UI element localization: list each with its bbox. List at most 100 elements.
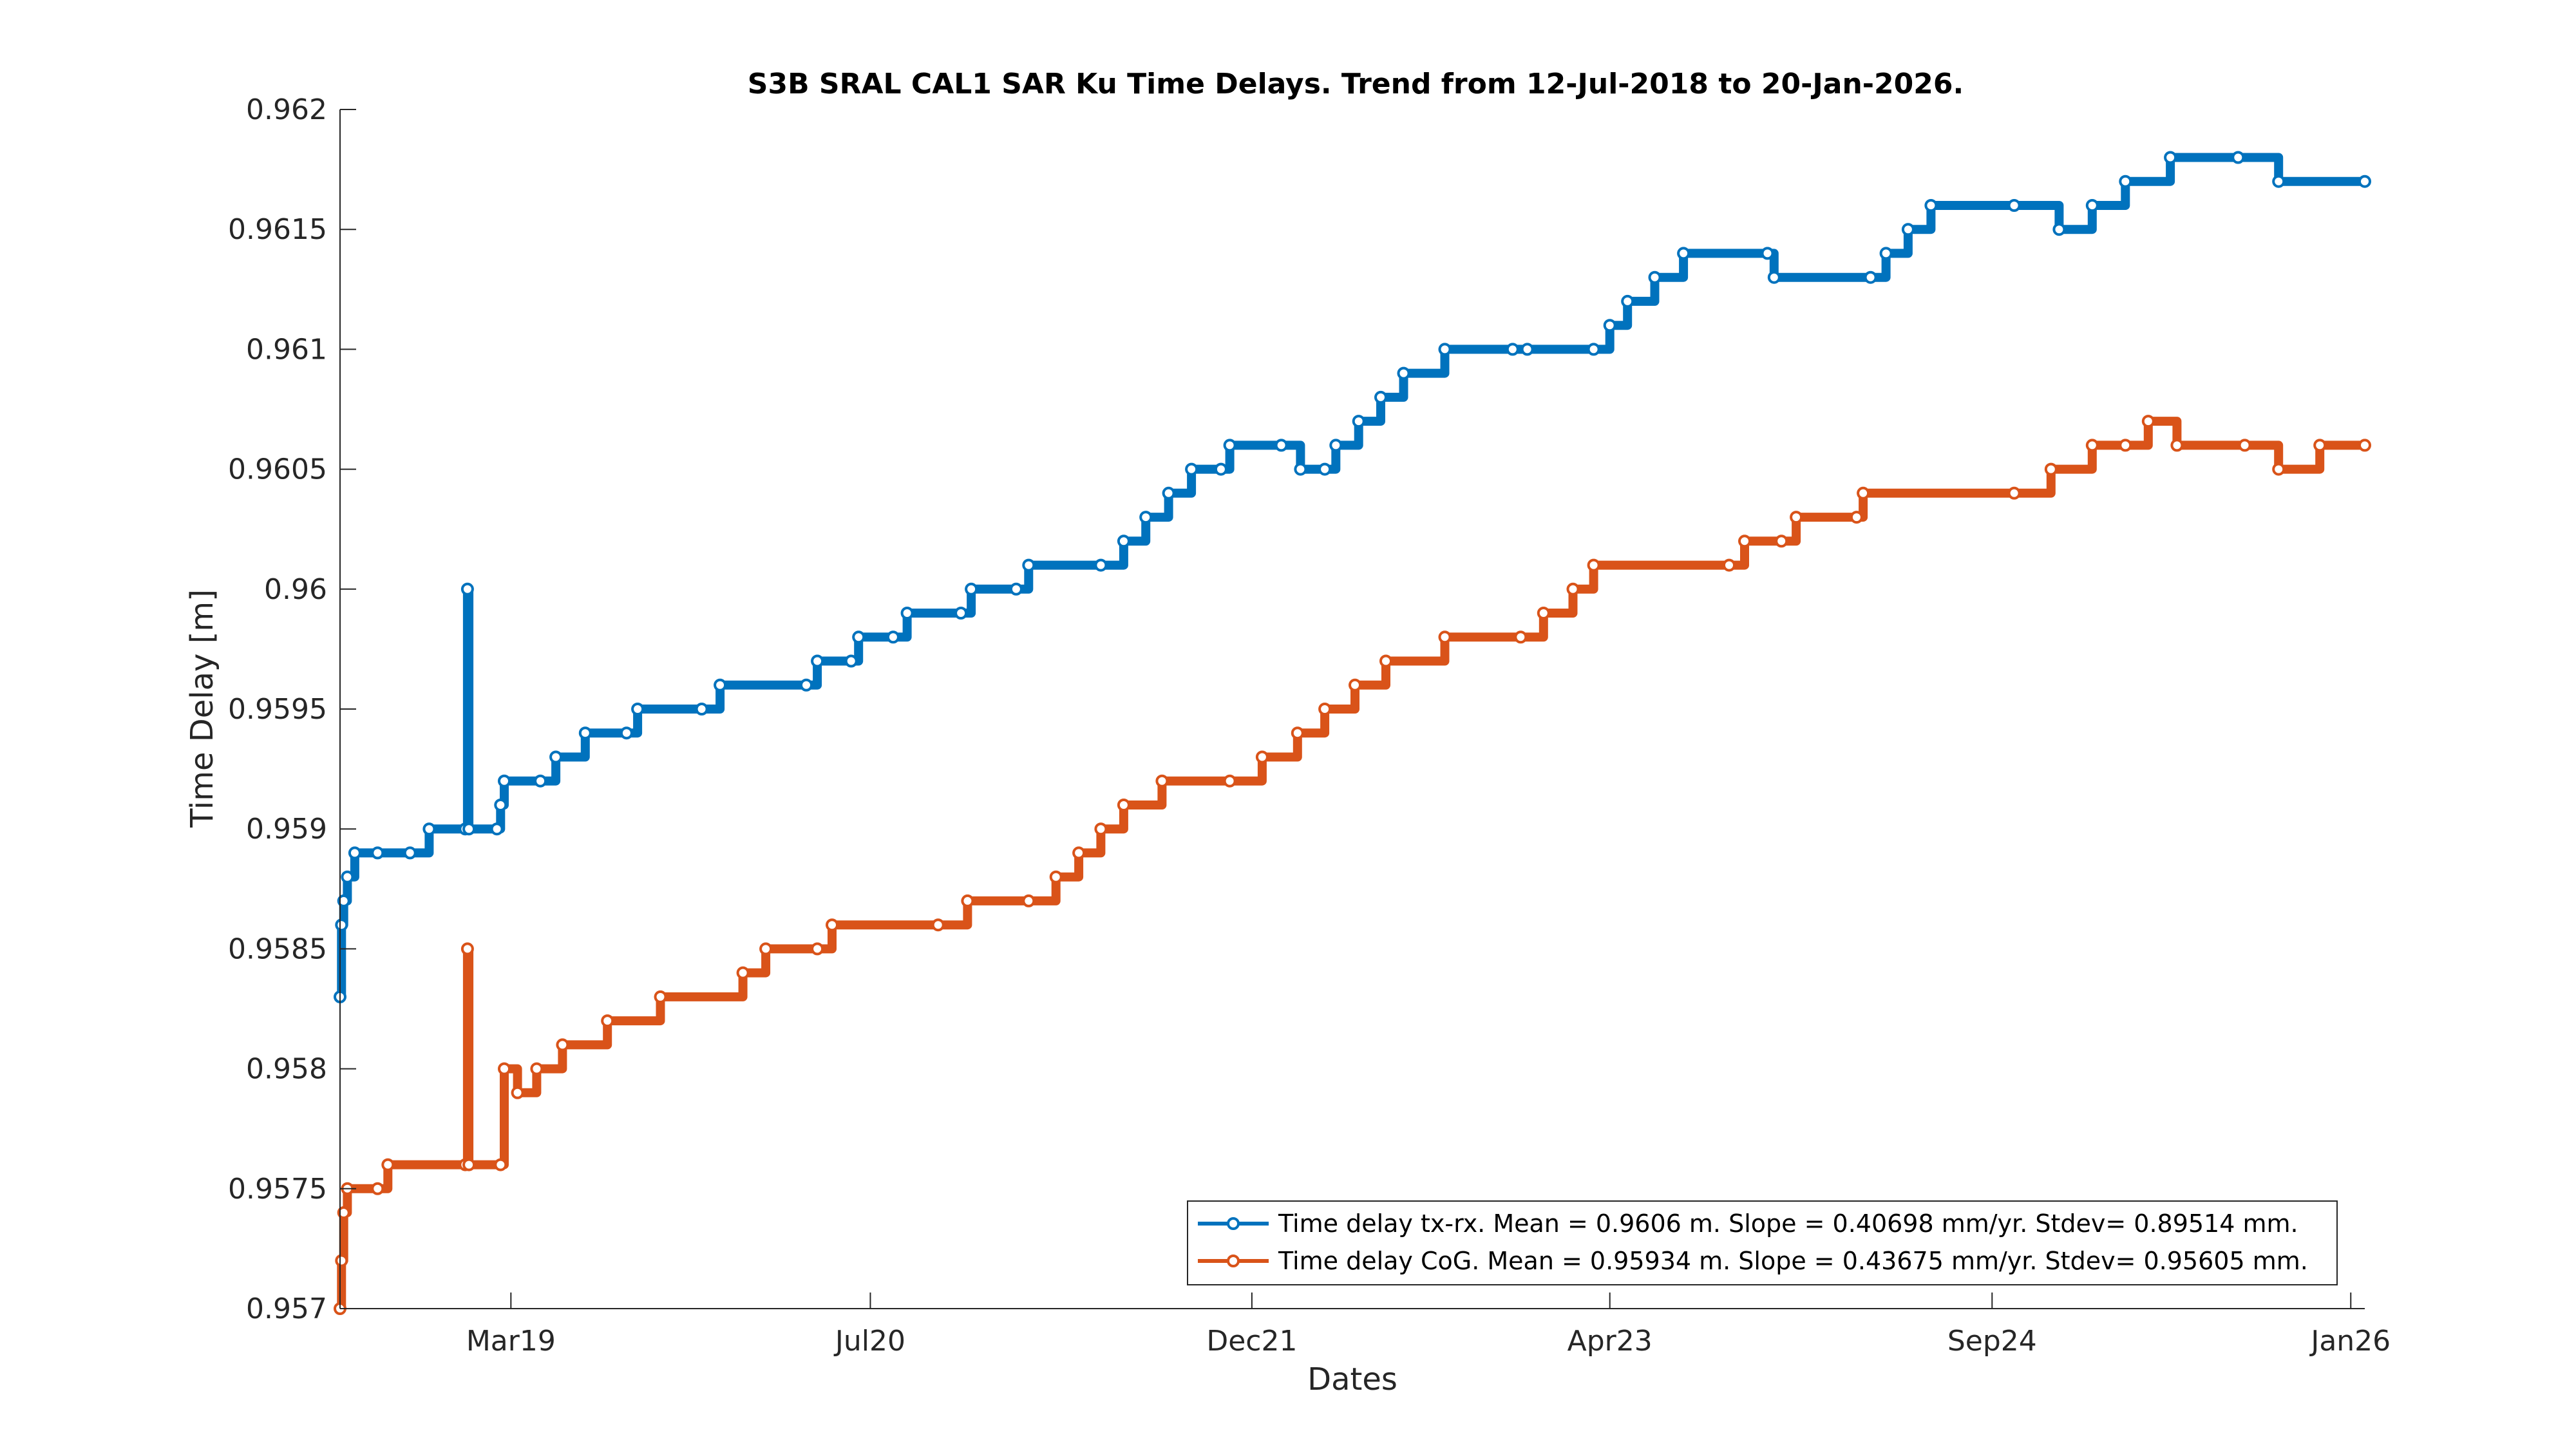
data-point	[1603, 319, 1616, 332]
data-point	[1329, 439, 1343, 452]
data-point	[1162, 486, 1175, 500]
data-point	[337, 894, 350, 907]
data-point	[1294, 462, 1307, 476]
data-point	[1587, 343, 1600, 356]
data-point	[1767, 270, 1781, 284]
data-point	[954, 607, 968, 620]
data-point	[1566, 582, 1580, 596]
data-point	[549, 750, 563, 764]
data-point	[1514, 630, 1528, 644]
data-point	[2170, 439, 2184, 452]
data-point	[348, 846, 361, 860]
data-point	[1677, 247, 1690, 260]
data-point	[961, 894, 974, 907]
data-point	[1761, 247, 1774, 260]
data-point	[2358, 175, 2371, 188]
data-point	[494, 799, 507, 811]
data-point	[2052, 223, 2066, 236]
data-point	[1879, 247, 1893, 260]
data-point	[498, 1062, 511, 1075]
data-point	[2141, 415, 2155, 428]
y-tick-label: 0.962	[246, 93, 327, 126]
x-tick-label: Mar19	[466, 1325, 556, 1358]
data-point	[1255, 750, 1269, 764]
data-point	[2007, 199, 2021, 212]
data-point	[1352, 415, 1365, 428]
data-point	[422, 822, 436, 836]
legend-marker	[1227, 1217, 1240, 1230]
x-tick-label: Sep24	[1947, 1325, 2037, 1358]
data-point	[511, 1086, 524, 1099]
data-point	[759, 942, 773, 956]
y-tick-label: 0.9615	[228, 213, 327, 246]
data-point	[371, 846, 384, 860]
data-point	[1022, 558, 1036, 572]
data-point	[335, 918, 348, 932]
y-tick-label: 0.9575	[228, 1173, 327, 1206]
data-point	[2007, 486, 2021, 500]
data-point	[1438, 630, 1452, 644]
data-point	[844, 654, 858, 668]
x-tick-label: Jan26	[2309, 1325, 2391, 1358]
data-point	[1738, 535, 1751, 548]
x-axis-label: Dates	[1307, 1361, 1397, 1397]
data-point	[335, 1254, 348, 1267]
data-point	[1850, 511, 1863, 524]
y-tick-label: 0.96	[264, 573, 327, 606]
legend-box	[1187, 1200, 2338, 1285]
data-point	[654, 990, 667, 1003]
data-point	[1094, 822, 1108, 836]
data-point	[403, 846, 417, 860]
x-tick-label: Dec21	[1206, 1325, 1297, 1358]
data-point	[1117, 799, 1130, 811]
data-point	[695, 703, 708, 715]
data-point	[931, 918, 945, 932]
data-point	[1775, 535, 1788, 548]
data-point	[965, 582, 978, 596]
data-point	[1537, 607, 1550, 620]
series-2	[334, 415, 2371, 1315]
y-tick-label: 0.957	[246, 1293, 327, 1325]
data-point	[337, 1206, 350, 1219]
data-point	[2272, 175, 2286, 188]
data-point	[2085, 439, 2099, 452]
data-point	[1094, 558, 1108, 572]
y-axis-label: Time Delay [m]	[184, 589, 220, 828]
y-tick-label: 0.958	[246, 1053, 327, 1086]
data-point	[1397, 366, 1410, 380]
data-point	[1901, 223, 1915, 236]
data-point	[1349, 678, 1361, 692]
y-tick-label: 0.961	[246, 333, 327, 366]
data-point	[2313, 439, 2327, 452]
data-point	[494, 1158, 507, 1171]
data-point	[2231, 151, 2245, 164]
data-point	[714, 678, 727, 692]
data-point	[498, 774, 511, 788]
data-point	[1274, 439, 1288, 452]
data-point	[1049, 870, 1063, 884]
data-point	[2164, 151, 2177, 164]
data-point	[460, 582, 474, 596]
x-ticks: Mar19 Jul20 Dec21 Apr23 Sep24 Jan26	[466, 1293, 2391, 1358]
data-point	[1223, 774, 1236, 788]
data-point	[2044, 462, 2058, 476]
legend-label: Time delay tx-rx. Mean = 0.9606 m. Slope…	[1278, 1209, 2298, 1238]
data-point	[1022, 894, 1036, 907]
data-point	[1072, 846, 1086, 860]
data-point	[1857, 486, 1870, 500]
data-point	[1117, 535, 1130, 548]
y-tick-label: 0.9585	[228, 933, 327, 965]
x-tick-label: Apr23	[1567, 1325, 1653, 1358]
data-point	[1185, 462, 1198, 476]
data-point	[1214, 462, 1227, 476]
data-point	[1009, 582, 1023, 596]
series-1	[334, 151, 2371, 1003]
data-point	[578, 726, 592, 740]
data-point	[1587, 558, 1600, 572]
data-point	[900, 607, 914, 620]
data-point	[1318, 462, 1332, 476]
data-point	[1374, 390, 1387, 404]
data-point	[2085, 199, 2099, 212]
data-point	[1506, 343, 1519, 356]
